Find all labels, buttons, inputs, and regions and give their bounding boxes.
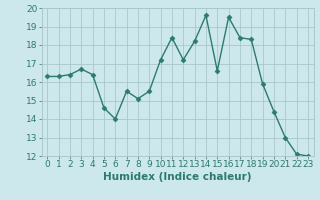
- X-axis label: Humidex (Indice chaleur): Humidex (Indice chaleur): [103, 172, 252, 182]
